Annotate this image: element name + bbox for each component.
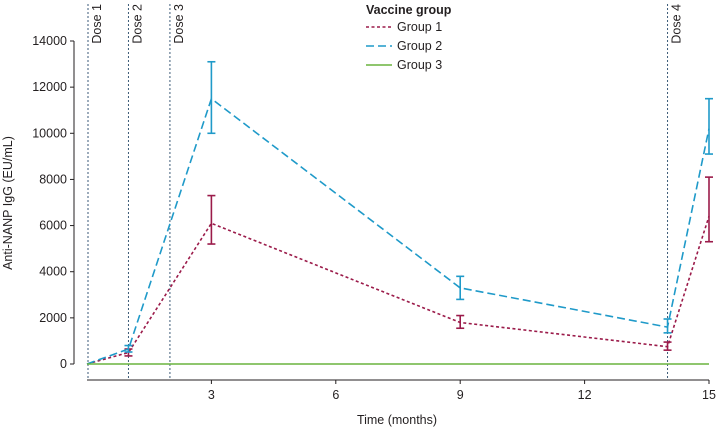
error-bar (663, 341, 672, 351)
legend: Vaccine group Group 1 Group 2 Group 3 (366, 3, 452, 72)
series (86, 60, 713, 365)
error-bar (705, 176, 713, 243)
x-axis-label: Time (months) (357, 413, 437, 427)
error-bar (124, 344, 133, 353)
series-line-group-1 (86, 216, 710, 365)
x-tick-label: 6 (332, 388, 339, 402)
error-bar (456, 314, 465, 330)
x-tick-label: 3 (208, 388, 215, 402)
dose-label: Dose 1 (90, 4, 104, 44)
y-tick-label: 14000 (32, 34, 67, 48)
legend-label: Group 2 (397, 39, 442, 53)
x-tick-label: 12 (578, 388, 592, 402)
dose-label: Dose 4 (670, 4, 684, 44)
y-tick-label: 4000 (39, 265, 67, 279)
series-line-group-2 (86, 97, 710, 365)
legend-label: Group 1 (397, 20, 442, 34)
y-tick-label: 0 (60, 357, 67, 371)
error-bar (705, 97, 713, 155)
dose-lines: Dose 1 Dose 2 Dose 3 Dose 4 (87, 4, 684, 380)
y-tick-label: 12000 (32, 80, 67, 94)
y-tick-label: 2000 (39, 311, 67, 325)
y-tick-label: 6000 (39, 219, 67, 233)
dose-label: Dose 2 (130, 4, 144, 44)
legend-title: Vaccine group (366, 3, 452, 17)
x-tick-label: 9 (457, 388, 464, 402)
y-axis-label: Anti-NANP IgG (EU/mL) (1, 136, 15, 270)
legend-label: Group 3 (397, 58, 442, 72)
axes: 0 2000 4000 6000 8000 10000 12000 14000 3 6 9 12 15 (32, 34, 716, 402)
error-bar (663, 318, 672, 334)
error-bar (207, 194, 216, 245)
dose-label: Dose 3 (172, 4, 186, 44)
error-bar (207, 60, 216, 135)
y-tick-label: 10000 (32, 126, 67, 140)
error-bar (456, 275, 465, 301)
x-tick-label: 15 (702, 388, 716, 402)
y-tick-label: 8000 (39, 172, 67, 186)
